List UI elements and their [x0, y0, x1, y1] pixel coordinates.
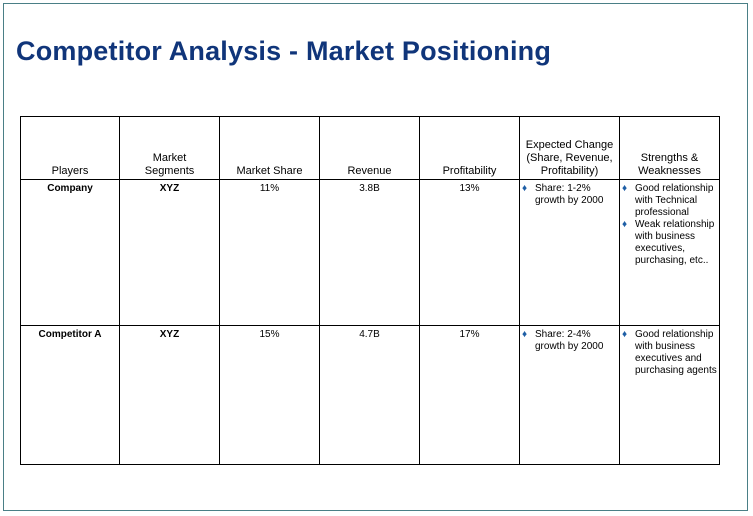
cell-segment: XYZ [119, 179, 220, 326]
cell-share: 15% [219, 325, 320, 465]
header-strengths-weaknesses: Strengths & Weaknesses [619, 116, 720, 180]
bullet-dot-icon: ♦ [522, 329, 528, 340]
cell-profitability: 17% [419, 325, 520, 465]
competitor-table: Players Market Segments Market Share Rev… [20, 116, 720, 465]
list-item: ♦ Share: 1-2% growth by 2000 [522, 183, 604, 206]
bullet-dot-icon: ♦ [522, 183, 528, 194]
slide-frame [3, 3, 748, 511]
header-revenue: Revenue [319, 116, 420, 180]
cell-profitability: 13% [419, 179, 520, 326]
cell-player: Competitor A [20, 325, 120, 465]
cell-change: ♦ Share: 1-2% growth by 2000 [519, 179, 620, 326]
table-row: Competitor A XYZ 15% 4.7B 17% ♦ Share: 2-… [20, 325, 720, 465]
cell-revenue: 3.8B [319, 179, 420, 326]
strengths-list: ♦ Good relationship with Technical profes… [620, 183, 719, 267]
page-title: Competitor Analysis - Market Positioning [16, 36, 552, 66]
list-item: ♦ Weak relationship with business executi… [622, 219, 715, 266]
cell-strengths: ♦ Good relationship with Technical profes… [619, 179, 720, 326]
bullet-dot-icon: ♦ [622, 219, 628, 230]
strengths-list: ♦ Good relationship with business executi… [620, 329, 719, 377]
header-players: Players [20, 116, 120, 180]
bullet-dot-icon: ♦ [622, 183, 628, 194]
cell-strengths: ♦ Good relationship with business executi… [619, 325, 720, 465]
list-item: ♦ Good relationship with business executi… [622, 329, 717, 376]
cell-segment: XYZ [119, 325, 220, 465]
cell-change: ♦ Share: 2-4% growth by 2000 [519, 325, 620, 465]
list-item: ♦ Share: 2-4% growth by 2000 [522, 329, 604, 352]
cell-revenue: 4.7B [319, 325, 420, 465]
header-market-share: Market Share [219, 116, 320, 180]
change-list: ♦ Share: 2-4% growth by 2000 [520, 329, 619, 353]
cell-share: 11% [219, 179, 320, 326]
header-profitability: Profitability [419, 116, 520, 180]
change-list: ♦ Share: 1-2% growth by 2000 [520, 183, 619, 207]
cell-player: Company [20, 179, 120, 326]
header-market-segments: Market Segments [119, 116, 220, 180]
list-item: ♦ Good relationship with Technical profes… [622, 183, 714, 218]
header-expected-change: Expected Change (Share, Revenue, Profita… [519, 116, 620, 180]
table-row: Company XYZ 11% 3.8B 13% ♦ Share: 1-2% gr… [20, 179, 720, 326]
header-row: Players Market Segments Market Share Rev… [20, 116, 720, 180]
bullet-dot-icon: ♦ [622, 329, 628, 340]
